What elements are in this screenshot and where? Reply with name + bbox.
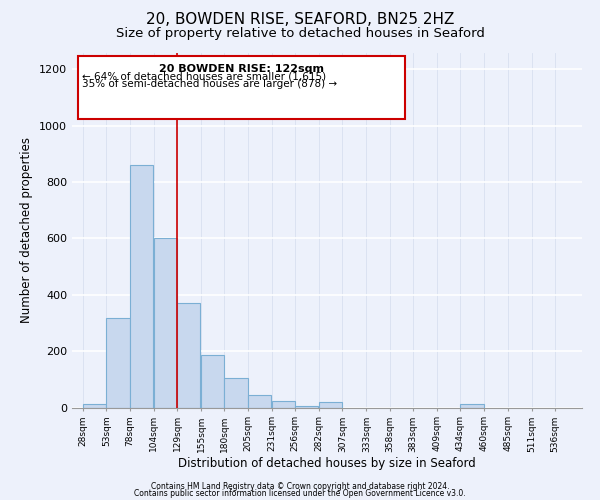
Text: Size of property relative to detached houses in Seaford: Size of property relative to detached ho… [116,28,484,40]
Bar [130,165,153,408]
Bar [201,356,224,408]
Bar [295,406,318,407]
Text: 35% of semi-detached houses are larger (878) →: 35% of semi-detached houses are larger (… [82,80,337,90]
Text: Contains HM Land Registry data © Crown copyright and database right 2024.: Contains HM Land Registry data © Crown c… [151,482,449,491]
Bar [177,304,200,408]
Y-axis label: Number of detached properties: Number of detached properties [20,137,34,323]
Bar [224,378,248,408]
Text: 20 BOWDEN RISE: 122sqm: 20 BOWDEN RISE: 122sqm [159,64,324,74]
FancyBboxPatch shape [77,56,406,118]
Text: 20, BOWDEN RISE, SEAFORD, BN25 2HZ: 20, BOWDEN RISE, SEAFORD, BN25 2HZ [146,12,454,28]
Text: ← 64% of detached houses are smaller (1,615): ← 64% of detached houses are smaller (1,… [82,72,326,82]
Bar [83,404,106,407]
Text: Contains public sector information licensed under the Open Government Licence v3: Contains public sector information licen… [134,489,466,498]
Bar [106,318,130,408]
Bar [319,402,343,407]
X-axis label: Distribution of detached houses by size in Seaford: Distribution of detached houses by size … [178,457,476,470]
Bar [248,394,271,407]
Bar [460,404,484,407]
Bar [272,402,295,407]
Bar [154,238,177,408]
